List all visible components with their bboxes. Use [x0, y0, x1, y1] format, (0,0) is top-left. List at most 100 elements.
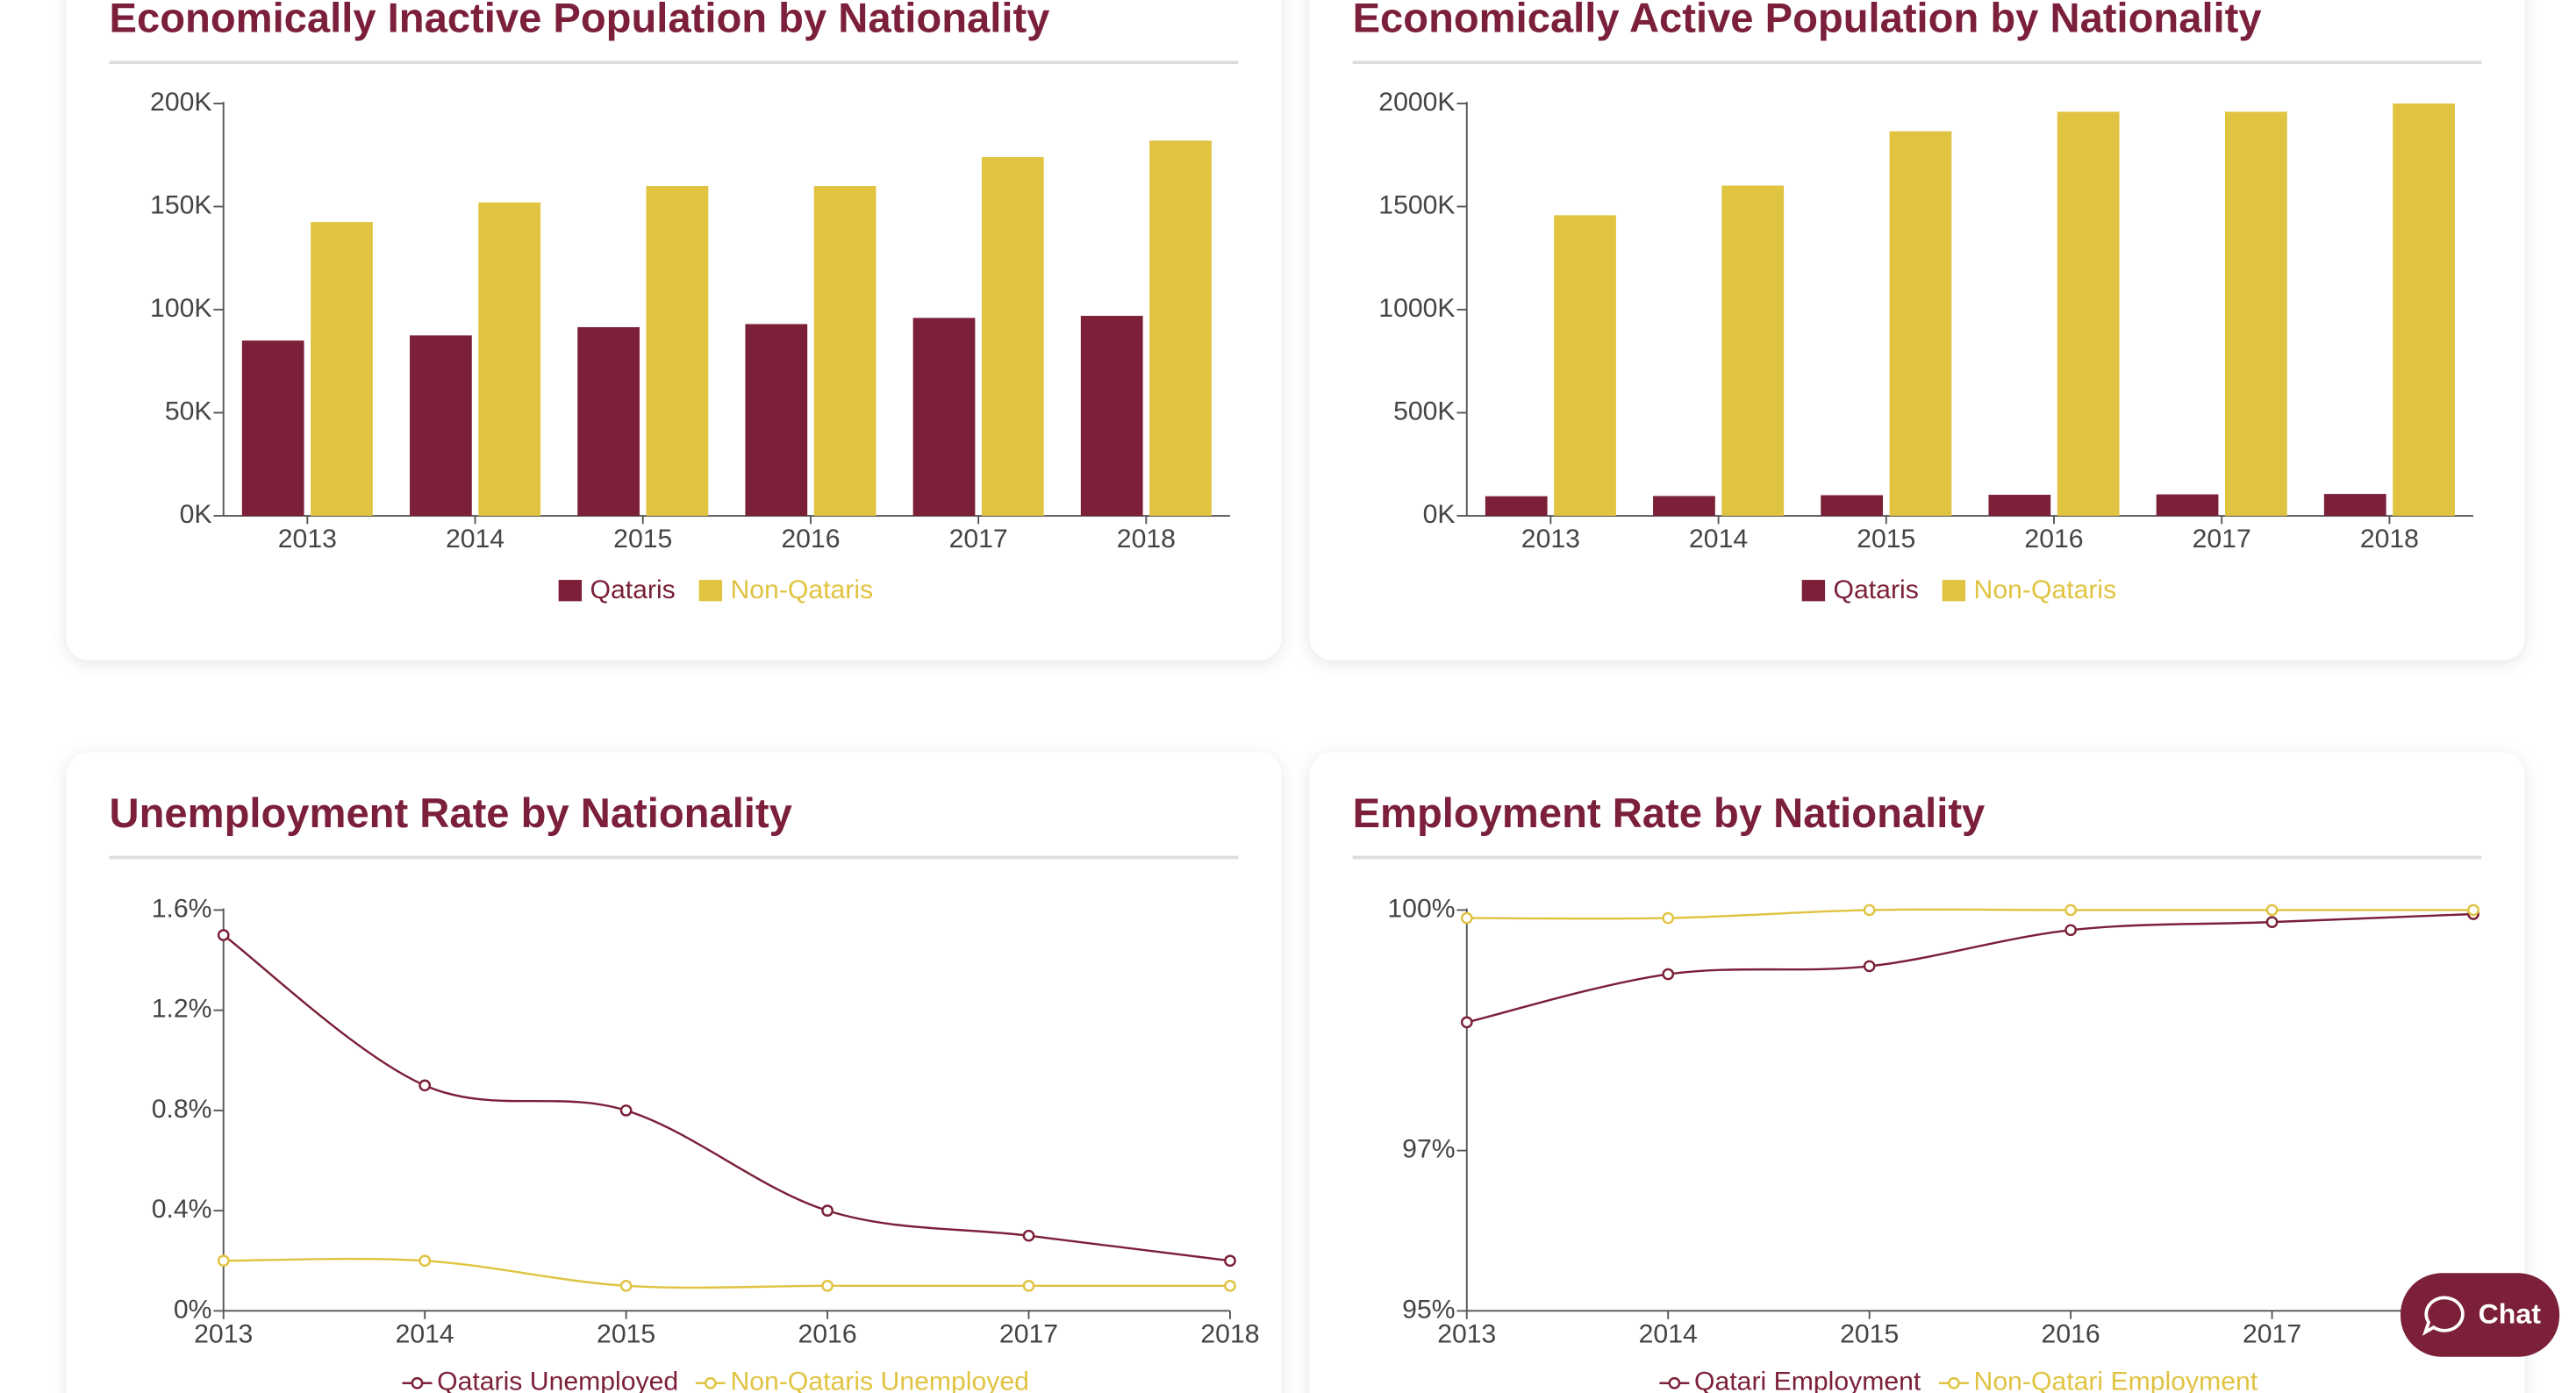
x-tick-label: 2015	[597, 1319, 655, 1348]
point	[1460, 1016, 1473, 1029]
legend-label: Non-Qataris Unemployed	[730, 1368, 1028, 1393]
y-tick-label: 1.2%	[152, 995, 212, 1024]
point	[1460, 911, 1473, 925]
bar	[1485, 496, 1548, 517]
chart: Economically Inactive Population by Nati…	[109, 0, 1239, 604]
line	[222, 934, 1231, 1262]
bar	[577, 326, 640, 517]
chart-title: Unemployment Rate by Nationality	[110, 789, 792, 836]
y-tick-label: 2000K	[1378, 88, 1455, 117]
x-tick-label: 2015	[1857, 525, 1915, 554]
x-tick-label: 2017	[2243, 1319, 2301, 1348]
legend-swatch	[1801, 580, 1826, 602]
legend-item: Non-Qataris Unemployed	[695, 1368, 1029, 1393]
legend-swatch	[1942, 580, 1966, 602]
point	[1863, 960, 1876, 973]
line	[1466, 912, 2474, 1024]
x-tick-label: 2017	[949, 525, 1008, 554]
legend-label: Non-Qataris	[730, 575, 873, 604]
chart: Economically Active Population by Nation…	[1353, 0, 2482, 604]
legend-item: Non-Qataris	[698, 575, 873, 604]
point	[2064, 904, 2078, 917]
x-tick-label: 2014	[1639, 1319, 1698, 1348]
y-tick-label: 0K	[180, 500, 212, 529]
legend-label: Qatari Employment	[1694, 1368, 1921, 1393]
bar	[1821, 495, 1884, 517]
y-tick-label: 150K	[150, 190, 211, 219]
y-tick-label: 0.8%	[152, 1095, 212, 1124]
legend-marker	[1948, 1376, 1960, 1389]
x-tick-label: 2013	[278, 525, 337, 554]
bar	[2057, 111, 2120, 517]
point	[821, 1279, 834, 1292]
chat-button-bg[interactable]	[2400, 1273, 2560, 1357]
point	[1863, 904, 1876, 917]
line	[223, 1257, 1230, 1289]
bar	[912, 318, 976, 517]
chat-label[interactable]: Chat	[2479, 1298, 2542, 1330]
y-tick-label: 200K	[150, 88, 211, 117]
x-tick-label: 2014	[396, 1319, 454, 1348]
bar	[1653, 496, 1715, 517]
x-tick-label: 2017	[2193, 525, 2251, 554]
x-tick-label: 2015	[1840, 1319, 1899, 1348]
bar	[2156, 494, 2219, 517]
legend-marker	[704, 1376, 717, 1389]
x-tick-label: 2017	[999, 1319, 1058, 1348]
x-tick-label: 2013	[1437, 1319, 1496, 1348]
point	[1022, 1229, 1035, 1242]
point	[2265, 916, 2279, 928]
y-tick-label: 0%	[174, 1295, 212, 1324]
point	[1224, 1279, 1236, 1292]
bar	[1080, 316, 1143, 517]
point	[217, 1254, 230, 1268]
x-tick-label: 2016	[2042, 1319, 2100, 1348]
y-tick-label: 95%	[1402, 1295, 1455, 1324]
bar	[2393, 103, 2455, 517]
chart-title: Employment Rate by Nationality	[1353, 789, 1986, 836]
x-tick-label: 2016	[798, 1319, 856, 1348]
legend-label: Qataris Unemployed	[437, 1368, 678, 1393]
point	[2467, 904, 2479, 917]
point	[1662, 911, 1675, 925]
point	[1224, 1254, 1236, 1268]
line	[1466, 908, 2474, 920]
bar	[2323, 494, 2386, 517]
chat-button[interactable]: Chat	[2400, 1273, 2560, 1357]
bar	[1889, 131, 1952, 517]
y-tick-label: 97%	[1402, 1135, 1455, 1164]
point	[619, 1279, 633, 1292]
legend-swatch	[558, 580, 583, 602]
x-tick-label: 2013	[194, 1319, 253, 1348]
point	[419, 1079, 432, 1092]
y-tick-label: 1500K	[1378, 190, 1455, 219]
legend-swatch	[698, 580, 723, 602]
x-tick-label: 2014	[446, 525, 504, 554]
bar	[646, 185, 709, 517]
y-tick-label: 0K	[1423, 500, 1456, 529]
x-tick-label: 2013	[1521, 525, 1580, 554]
point	[217, 929, 230, 941]
x-tick-label: 2018	[2360, 525, 2419, 554]
legend-item: Qatari Employment	[1659, 1368, 1921, 1393]
point	[821, 1204, 834, 1217]
bar	[311, 222, 373, 517]
legend-label: Qataris	[590, 575, 675, 604]
point	[2064, 924, 2078, 937]
y-tick-label: 500K	[1393, 397, 1455, 426]
point	[419, 1254, 432, 1268]
y-tick-label: 100%	[1387, 894, 1455, 923]
y-tick-label: 1.6%	[152, 894, 212, 923]
legend-item: Qataris	[558, 575, 676, 604]
y-tick-label: 100K	[150, 294, 211, 323]
bar	[745, 324, 808, 517]
legend-item: Non-Qataris	[1942, 575, 2116, 604]
bar	[1988, 495, 2051, 517]
bar	[813, 185, 877, 517]
x-tick-label: 2016	[781, 525, 840, 554]
y-tick-label: 1000K	[1378, 294, 1455, 323]
charts: Economically Inactive Population by Nati…	[109, 0, 2503, 1393]
legend-item: Qataris Unemployed	[402, 1368, 678, 1393]
x-tick-label: 2018	[1117, 525, 1176, 554]
